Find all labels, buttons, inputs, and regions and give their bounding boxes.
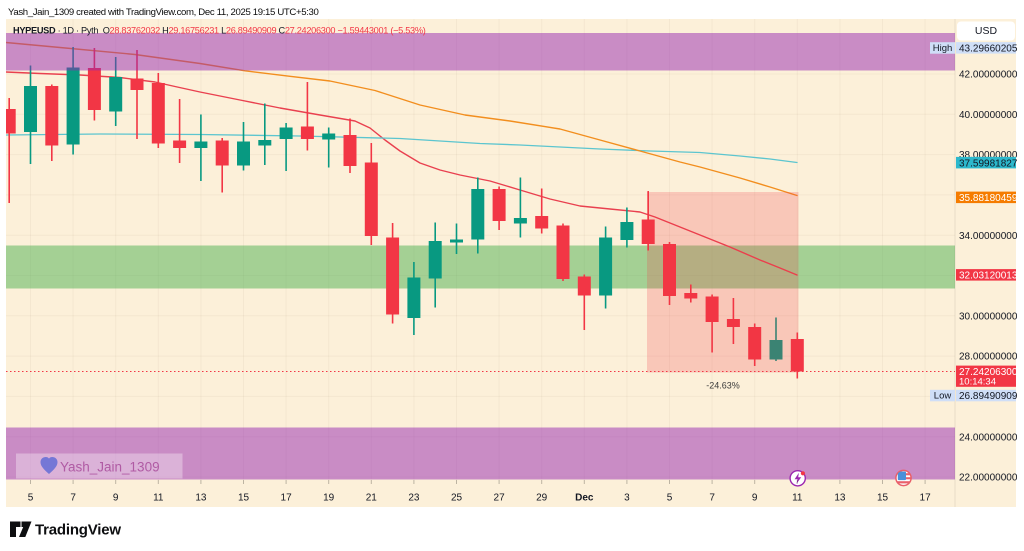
svg-text:Yash_Jain_1309 created with Tr: Yash_Jain_1309 created with TradingView.…: [8, 7, 319, 18]
svg-text:32.03120013: 32.03120013: [959, 271, 1018, 282]
svg-text:17: 17: [920, 493, 932, 504]
svg-text:17: 17: [281, 493, 293, 504]
svg-text:38.00000000: 38.00000000: [959, 150, 1018, 161]
svg-text:9: 9: [752, 493, 758, 504]
svg-text:HYPEUSD · 1D · Pyth O28.83762: HYPEUSD · 1D · Pyth O28.83762032 H29.167…: [13, 26, 426, 36]
svg-text:11: 11: [153, 493, 164, 504]
svg-text:5: 5: [28, 493, 34, 504]
svg-text:7: 7: [709, 493, 715, 504]
svg-text:5: 5: [667, 493, 673, 504]
svg-text:21: 21: [366, 493, 378, 504]
svg-text:15: 15: [238, 493, 250, 504]
svg-text:26.89490909: 26.89490909: [959, 391, 1018, 402]
svg-text:29: 29: [536, 493, 548, 504]
svg-text:USD: USD: [975, 25, 998, 37]
svg-text:35.88180459: 35.88180459: [959, 193, 1018, 204]
svg-text:42.00000000: 42.00000000: [959, 70, 1018, 81]
svg-text:9: 9: [113, 493, 119, 504]
svg-text:37.59981827: 37.59981827: [959, 158, 1018, 169]
svg-text:TradingView: TradingView: [35, 522, 121, 539]
svg-text:Low: Low: [934, 391, 952, 402]
svg-text:27.24206300: 27.24206300: [959, 367, 1018, 378]
svg-text:28.00000000: 28.00000000: [959, 352, 1018, 363]
svg-text:15: 15: [877, 493, 889, 504]
svg-text:43.29660205: 43.29660205: [959, 44, 1018, 55]
svg-text:Dec: Dec: [575, 493, 594, 504]
svg-text:34.00000000: 34.00000000: [959, 231, 1018, 242]
svg-text:19: 19: [323, 493, 335, 504]
svg-text:10:14:34: 10:14:34: [959, 377, 996, 388]
svg-text:22.00000000: 22.00000000: [959, 473, 1018, 484]
svg-text:Yash_Jain_1309: Yash_Jain_1309: [60, 460, 160, 475]
svg-text:24.00000000: 24.00000000: [959, 432, 1018, 443]
svg-text:23: 23: [408, 493, 420, 504]
svg-text:40.00000000: 40.00000000: [959, 110, 1018, 121]
svg-text:7: 7: [70, 493, 76, 504]
svg-text:3: 3: [624, 493, 630, 504]
svg-text:13: 13: [195, 493, 207, 504]
svg-text:27: 27: [494, 493, 506, 504]
svg-text:13: 13: [834, 493, 846, 504]
svg-text:-24.63%: -24.63%: [706, 381, 740, 391]
svg-text:High: High: [933, 43, 953, 54]
svg-text:25: 25: [451, 493, 463, 504]
svg-text:30.00000000: 30.00000000: [959, 311, 1018, 322]
svg-text:11: 11: [792, 493, 803, 504]
